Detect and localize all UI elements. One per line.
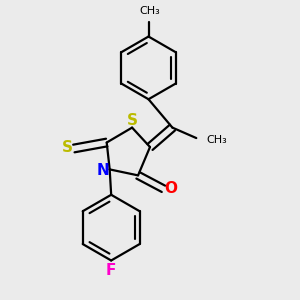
- Text: CH₃: CH₃: [140, 6, 160, 16]
- Text: CH₃: CH₃: [207, 134, 227, 145]
- Text: S: S: [62, 140, 73, 155]
- Text: S: S: [127, 112, 138, 128]
- Text: N: N: [97, 164, 110, 178]
- Text: O: O: [164, 181, 177, 196]
- Text: F: F: [106, 263, 116, 278]
